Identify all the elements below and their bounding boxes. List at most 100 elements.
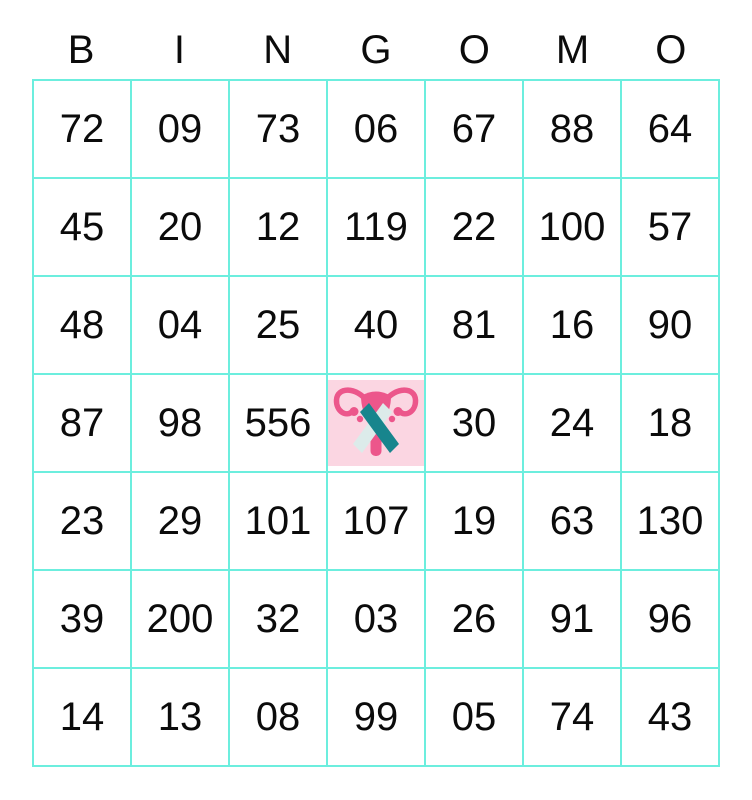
header-letter-o1: O xyxy=(458,28,490,72)
cell-number: 556 xyxy=(244,401,312,445)
header-letter-n: N xyxy=(263,28,293,72)
cell-number: 90 xyxy=(647,303,693,347)
bingo-cell[interactable]: 14 xyxy=(33,668,131,766)
header-letter-g: G xyxy=(360,28,392,72)
cell-number: 25 xyxy=(255,303,301,347)
cell-number: 81 xyxy=(451,303,497,347)
bingo-cell[interactable]: 05 xyxy=(425,668,523,766)
cell-number: 74 xyxy=(549,695,595,739)
bingo-cell[interactable]: 12 xyxy=(229,178,327,276)
cell-number: 100 xyxy=(538,205,606,249)
bingo-cell[interactable]: 130 xyxy=(621,472,719,570)
bingo-cell[interactable]: 43 xyxy=(621,668,719,766)
bingo-cell[interactable]: 24 xyxy=(523,374,621,472)
bingo-cell[interactable]: 107 xyxy=(327,472,425,570)
cell-number: 91 xyxy=(549,597,595,641)
bingo-cell[interactable]: 32 xyxy=(229,570,327,668)
bingo-cell[interactable]: 556 xyxy=(229,374,327,472)
bingo-cell[interactable]: 22 xyxy=(425,178,523,276)
cell-number: 57 xyxy=(647,205,693,249)
bingo-cell[interactable]: 90 xyxy=(621,276,719,374)
bingo-free-cell[interactable] xyxy=(327,374,425,472)
cell-number: 14 xyxy=(59,695,105,739)
cell-number: 48 xyxy=(59,303,105,347)
bingo-cell[interactable]: 101 xyxy=(229,472,327,570)
bingo-cell[interactable]: 57 xyxy=(621,178,719,276)
cell-number: 06 xyxy=(353,107,399,151)
bingo-cell[interactable]: 16 xyxy=(523,276,621,374)
cell-number: 18 xyxy=(647,401,693,445)
bingo-cell[interactable]: 81 xyxy=(425,276,523,374)
cell-number: 08 xyxy=(255,695,301,739)
uterus-awareness-ribbon-icon xyxy=(328,380,424,466)
cell-number: 99 xyxy=(353,695,399,739)
bingo-cell[interactable]: 119 xyxy=(327,178,425,276)
bingo-cell[interactable]: 03 xyxy=(327,570,425,668)
bingo-cell[interactable]: 20 xyxy=(131,178,229,276)
bingo-cell[interactable]: 40 xyxy=(327,276,425,374)
cell-number: 98 xyxy=(157,401,203,445)
bingo-cell[interactable]: 200 xyxy=(131,570,229,668)
bingo-cell[interactable]: 87 xyxy=(33,374,131,472)
cell-number: 05 xyxy=(451,695,497,739)
cell-number: 32 xyxy=(255,597,301,641)
bingo-cell[interactable]: 04 xyxy=(131,276,229,374)
bingo-cell[interactable]: 67 xyxy=(425,80,523,178)
cell-number: 03 xyxy=(353,597,399,641)
bingo-grid: 72 09 73 06 67 88 64 45 20 12 119 22 100 57 48 04 25 40 81… xyxy=(32,79,720,767)
cell-number: 101 xyxy=(244,499,312,543)
cell-number: 39 xyxy=(59,597,105,641)
cell-number: 22 xyxy=(451,205,497,249)
bingo-cell[interactable]: 30 xyxy=(425,374,523,472)
cell-number: 19 xyxy=(451,499,497,543)
bingo-cell[interactable]: 88 xyxy=(523,80,621,178)
cell-number: 16 xyxy=(549,303,595,347)
cell-number: 88 xyxy=(549,107,595,151)
bingo-cell[interactable]: 09 xyxy=(131,80,229,178)
bingo-cell[interactable]: 48 xyxy=(33,276,131,374)
bingo-cell[interactable]: 73 xyxy=(229,80,327,178)
cell-number: 20 xyxy=(157,205,203,249)
bingo-cell[interactable]: 96 xyxy=(621,570,719,668)
bingo-cell[interactable]: 08 xyxy=(229,668,327,766)
bingo-cell[interactable]: 72 xyxy=(33,80,131,178)
header-letter-m: M xyxy=(555,28,590,72)
header-letter-o2: O xyxy=(655,28,687,72)
cell-number: 67 xyxy=(451,107,497,151)
bingo-cell[interactable]: 39 xyxy=(33,570,131,668)
cell-number: 23 xyxy=(59,499,105,543)
cell-number: 26 xyxy=(451,597,497,641)
cell-number: 30 xyxy=(451,401,497,445)
cell-number: 72 xyxy=(59,107,105,151)
bingo-cell[interactable]: 91 xyxy=(523,570,621,668)
cell-number: 24 xyxy=(549,401,595,445)
header-letter-b: B xyxy=(67,28,95,72)
bingo-cell[interactable]: 74 xyxy=(523,668,621,766)
cell-number: 29 xyxy=(157,499,203,543)
bingo-cell[interactable]: 06 xyxy=(327,80,425,178)
header-letter-i: I xyxy=(173,28,185,72)
bingo-cell[interactable]: 45 xyxy=(33,178,131,276)
bingo-card: B I N G O M O 72 09 73 06 67 88 64 45 20 12 119 22 1… xyxy=(32,0,720,767)
bingo-cell[interactable]: 29 xyxy=(131,472,229,570)
bingo-cell[interactable]: 18 xyxy=(621,374,719,472)
bingo-cell[interactable]: 99 xyxy=(327,668,425,766)
bingo-cell[interactable]: 23 xyxy=(33,472,131,570)
bingo-cell[interactable]: 100 xyxy=(523,178,621,276)
cell-number: 45 xyxy=(59,205,105,249)
cell-number: 200 xyxy=(146,597,214,641)
cell-number: 43 xyxy=(647,695,693,739)
cell-number: 64 xyxy=(647,107,693,151)
bingo-cell[interactable]: 13 xyxy=(131,668,229,766)
cell-number: 12 xyxy=(255,205,301,249)
bingo-cell[interactable]: 26 xyxy=(425,570,523,668)
bingo-cell[interactable]: 98 xyxy=(131,374,229,472)
cell-number: 87 xyxy=(59,401,105,445)
bingo-cell[interactable]: 25 xyxy=(229,276,327,374)
header-row: B I N G O M O xyxy=(32,0,720,79)
cell-number: 130 xyxy=(636,499,704,543)
cell-number: 107 xyxy=(342,499,410,543)
bingo-cell[interactable]: 64 xyxy=(621,80,719,178)
bingo-cell[interactable]: 63 xyxy=(523,472,621,570)
bingo-cell[interactable]: 19 xyxy=(425,472,523,570)
